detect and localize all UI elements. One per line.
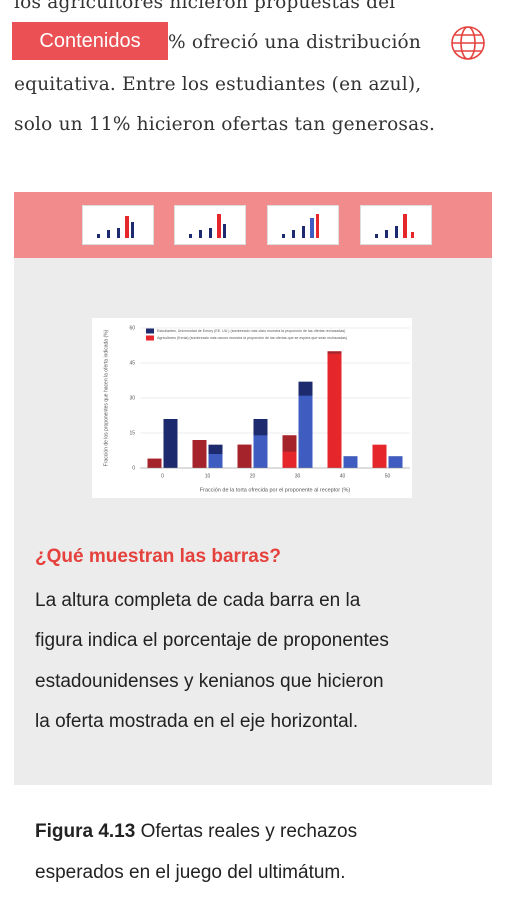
bar [163,419,178,468]
x-tick-label: 40 [340,473,346,479]
text-line: La altura completa de cada barra en la [35,590,361,611]
bar [372,444,387,468]
y-tick-label: 45 [129,360,135,366]
bar-shaded-part [298,395,313,468]
x-tick-label: 0 [161,473,164,479]
bar-shaded-part [388,456,403,468]
y-tick-label: 0 [132,465,135,471]
bar-shaded-part [253,435,268,468]
y-axis-label: Fracción de los proponentes que hacen la… [103,329,109,466]
caption-label: Figura 4.13 [35,821,136,842]
thumbnail[interactable] [360,205,432,245]
text-line: estadounidenses y kenianos que hicieron [35,671,384,692]
thumbnail[interactable] [82,205,154,245]
globe-icon[interactable] [449,24,487,62]
y-tick-label: 30 [129,395,135,401]
text-line: los agricultores hicieron propuestas del [14,0,396,13]
chart: 0 15 30 45 60 Fracción de los proponentes que… [92,318,412,498]
caption-line: Figura 4.13 Ofertas reales y rechazos [35,821,357,843]
caption-line: esperados en el juego del ultimátum. [35,862,346,883]
y-tick-label: 60 [129,325,135,331]
bar-shaded-part [237,444,252,468]
text-line: % ofreció una distribución [168,32,422,53]
caption-text: Ofertas reales y rechazos [140,821,358,842]
text-line: la oferta mostrada en el eje horizontal. [35,711,359,732]
bar-shaded-part [192,440,207,468]
bar-shaded-part [327,351,342,354]
x-tick-label: 10 [205,473,211,479]
legend-label: Estudiantes, Universidad de Emory (EE. U… [157,329,345,333]
bar-shaded-part [208,454,223,468]
explainer-heading: ¿Qué muestran las barras? [35,546,282,567]
text-line: solo un 11% hicieron ofertas tan generos… [14,114,436,135]
bar [327,351,342,468]
x-tick-label: 20 [250,473,256,479]
legend-swatch [146,328,154,334]
legend-swatch [146,335,154,341]
x-axis-label: Fracción de la torta ofrecida por el pro… [200,487,351,493]
x-tick-label: 50 [385,473,391,479]
bar-shaded-part [343,456,358,468]
text-line: figura indica el porcentaje de proponent… [35,630,389,651]
legend-label: Agricultores (Kenia) (sombreado más oscu… [157,336,347,340]
thumbnail[interactable] [267,205,339,245]
bar-shaded-part [282,435,297,452]
thumbnail[interactable] [174,205,246,245]
x-tick-label: 30 [295,473,301,479]
bar-shaded-part [147,458,162,468]
text-line: equitativa. Entre los estudiantes (en az… [14,74,422,95]
y-tick-label: 15 [129,430,135,436]
contents-button[interactable]: Contenidos [12,22,168,60]
